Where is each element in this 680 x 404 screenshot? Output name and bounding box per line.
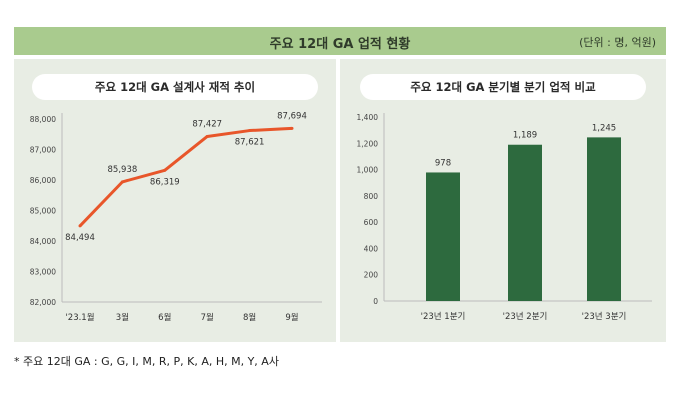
y-tick-label: 84,000 xyxy=(30,237,56,246)
data-point xyxy=(290,126,294,130)
y-tick-label: 1,000 xyxy=(357,166,379,175)
y-tick-label: 600 xyxy=(364,218,379,227)
bar-chart-title: 주요 12대 GA 분기별 분기 업적 비교 xyxy=(360,74,646,100)
data-label: 87,427 xyxy=(192,119,222,129)
x-tick-label: 7월 xyxy=(201,312,214,323)
x-tick-label: '23년 2분기 xyxy=(503,311,548,322)
y-tick-label: 1,200 xyxy=(357,139,379,148)
header-banner: 주요 12대 GA 업적 현황 (단위 : 명, 억원) xyxy=(14,27,666,55)
bar xyxy=(426,172,460,301)
line-chart-panel: 주요 12대 GA 설계사 재적 추이 82,000 83,000 84,000 85… xyxy=(14,59,336,342)
x-tick-label: '23년 3분기 xyxy=(582,311,627,322)
x-tick-label: 6월 xyxy=(158,312,171,323)
data-label: 86,319 xyxy=(150,177,180,187)
y-tick-label: 0 xyxy=(373,297,378,306)
y-tick-label: 800 xyxy=(364,192,379,201)
bar xyxy=(508,144,542,301)
bar-chart: 0 200 400 600 800 1,000 1,200 1,400 978 '23년 1분기 1… xyxy=(357,113,652,322)
data-label: 87,694 xyxy=(277,111,307,121)
y-tick-label: 82,000 xyxy=(30,298,56,307)
data-point xyxy=(248,129,252,133)
unit-label: (단위 : 명, 억원) xyxy=(579,36,656,49)
x-tick-label: '23년 1분기 xyxy=(421,311,466,322)
y-tick-label: 86,000 xyxy=(30,176,56,185)
y-tick-label: 88,000 xyxy=(30,115,56,124)
footnote: * 주요 12대 GA : G, G, I, M, R, P, K, A, H,… xyxy=(14,355,279,368)
data-label: 85,938 xyxy=(108,165,138,175)
line-chart: 82,000 83,000 84,000 85,000 86,000 87,000 88,0… xyxy=(30,111,322,323)
data-label: 87,621 xyxy=(235,138,265,148)
data-point xyxy=(163,168,167,172)
data-point xyxy=(78,224,82,228)
y-tick-label: 200 xyxy=(364,271,379,280)
x-tick-label: 8월 xyxy=(243,312,256,323)
data-label: 978 xyxy=(435,158,451,168)
x-tick-label: '23.1월 xyxy=(65,312,94,323)
data-label: 84,494 xyxy=(65,233,95,243)
x-tick-label: 3월 xyxy=(116,312,129,323)
data-label: 1,189 xyxy=(513,131,537,141)
data-point xyxy=(120,180,124,184)
y-tick-label: 87,000 xyxy=(30,146,56,155)
y-tick-label: 1,400 xyxy=(357,113,379,122)
series-line xyxy=(78,126,293,227)
x-tick-label: 9월 xyxy=(285,312,298,323)
y-tick-label: 83,000 xyxy=(30,268,56,277)
data-label: 1,245 xyxy=(592,123,616,133)
y-tick-label: 85,000 xyxy=(30,207,56,216)
banner-title: 주요 12대 GA 업적 현황 xyxy=(269,37,411,52)
data-point xyxy=(205,134,209,138)
bar-chart-panel: 주요 12대 GA 분기별 분기 업적 비교 0 200 400 600 800 1,00… xyxy=(340,59,666,342)
line-chart-title: 주요 12대 GA 설계사 재적 추이 xyxy=(32,74,318,100)
y-tick-label: 400 xyxy=(364,244,379,253)
bar xyxy=(587,137,621,301)
